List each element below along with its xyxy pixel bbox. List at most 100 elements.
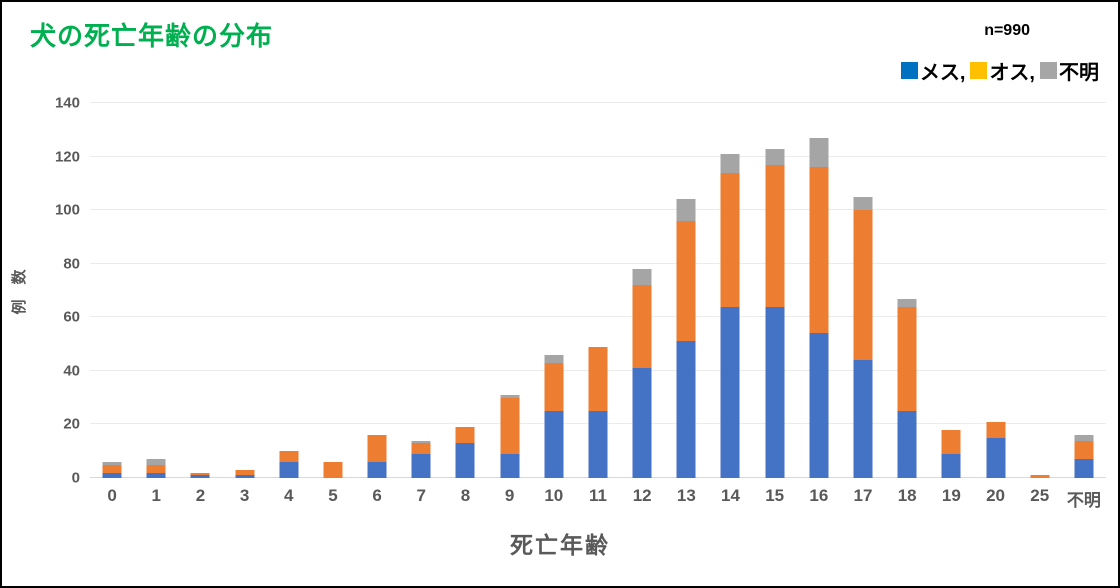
bar-slot: 11 — [576, 103, 620, 505]
bar-segment-unknown — [676, 199, 696, 221]
bar-segment-female — [720, 306, 740, 478]
bar-segment-female — [500, 453, 520, 478]
bar-segment-unknown — [1074, 435, 1094, 441]
legend-swatch-unknown — [1040, 62, 1057, 79]
stacked-bar — [279, 103, 299, 478]
plot-area: 0 1 2 3 4 5 6 7 8 9 10 11 12 13 14 15 16 17 18 19 20 25 不明 — [90, 102, 1106, 510]
stacked-bar — [897, 103, 917, 478]
bar-segment-female — [588, 411, 608, 478]
bar-segment-male — [1030, 475, 1050, 478]
bar-slot: 4 — [267, 103, 311, 505]
stacked-bar — [323, 103, 343, 478]
legend-label-male: オス, — [989, 62, 1035, 84]
bar-segment-female — [102, 472, 122, 478]
bar-slot: 6 — [355, 103, 399, 505]
bar-slot: 0 — [90, 103, 134, 505]
bar-segment-male — [809, 167, 829, 334]
bar-segment-female — [1074, 459, 1094, 478]
x-tick-label: 20 — [986, 486, 1005, 505]
bar-segment-female — [544, 411, 564, 478]
bar-slot: 7 — [399, 103, 443, 505]
bar-slot: 15 — [753, 103, 797, 505]
y-tick-label: 80 — [63, 255, 80, 273]
x-tick-label: 3 — [239, 486, 250, 505]
bar-slot: 12 — [620, 103, 664, 505]
bar-segment-male — [455, 427, 475, 444]
stacked-bar — [1074, 103, 1094, 478]
bar-segment-female — [279, 461, 299, 478]
sample-size-label: n=990 — [984, 22, 1030, 39]
x-tick-label: 5 — [328, 486, 338, 505]
x-tick-label: 17 — [853, 486, 873, 505]
bar-segment-male — [632, 285, 652, 369]
bar-segment-male — [853, 210, 873, 361]
x-tick-label: 1 — [151, 486, 161, 505]
x-tick-label: 13 — [676, 486, 696, 505]
bar-segment-female — [986, 437, 1006, 478]
y-tick-label: 100 — [54, 201, 80, 219]
gridline — [90, 209, 1106, 211]
y-axis-ticks: 0 20 40 60 80 100 120 140 — [42, 96, 80, 486]
x-tick-label: 0 — [107, 486, 117, 505]
bar-segment-male — [411, 443, 431, 454]
stacked-bar — [500, 103, 520, 478]
stacked-bar — [632, 103, 652, 478]
bar-segment-male — [720, 172, 740, 307]
bars-container: 0 1 2 3 4 5 6 7 8 9 10 11 12 13 14 15 16 17 18 19 20 25 不明 — [90, 103, 1106, 510]
stacked-bar — [809, 103, 829, 478]
bar-segment-unknown — [544, 354, 564, 363]
stacked-bar — [235, 103, 255, 478]
legend-label-unknown: 不明 — [1059, 62, 1099, 84]
bar-segment-male — [676, 220, 696, 342]
bar-segment-unknown — [853, 196, 873, 211]
y-tick-label: 40 — [63, 362, 80, 380]
bar-segment-male — [765, 164, 785, 307]
x-tick-label: 15 — [765, 486, 785, 505]
y-tick-label: 60 — [63, 308, 80, 326]
bar-segment-unknown — [102, 461, 122, 465]
x-tick-label: 19 — [941, 486, 961, 505]
bar-segment-female — [411, 453, 431, 478]
stacked-bar — [455, 103, 475, 478]
bar-segment-female — [146, 472, 166, 478]
bar-slot: 18 — [885, 103, 929, 505]
y-tick-label: 140 — [54, 94, 80, 112]
bar-segment-male — [941, 429, 961, 454]
stacked-bar — [102, 103, 122, 478]
bar-segment-unknown — [500, 394, 520, 398]
y-axis-title: 例 数 — [11, 269, 28, 315]
legend: メス, オス, 不明 — [900, 56, 1104, 85]
bar-segment-unknown — [765, 148, 785, 165]
stacked-bar — [588, 103, 608, 478]
bar-slot: 16 — [797, 103, 841, 505]
x-tick-label: 4 — [284, 486, 294, 505]
bar-slot: 1 — [134, 103, 178, 505]
bar-segment-unknown — [720, 153, 740, 173]
bar-segment-female — [941, 453, 961, 478]
x-tick-label: 6 — [372, 486, 382, 505]
stacked-bar — [544, 103, 564, 478]
bar-segment-male — [323, 461, 343, 478]
legend-swatch-male — [970, 62, 988, 79]
bar-segment-male — [544, 362, 564, 412]
bar-slot: 14 — [708, 103, 752, 505]
x-tick-label: 9 — [504, 486, 515, 505]
stacked-bar — [411, 103, 431, 478]
x-axis-title: 死亡年齢 — [510, 532, 610, 558]
bar-segment-male — [500, 397, 520, 454]
y-tick-label: 0 — [71, 469, 80, 487]
bar-segment-unknown — [146, 459, 166, 465]
stacked-bar — [1030, 103, 1050, 478]
bar-segment-unknown — [632, 269, 652, 286]
bar-segment-female — [765, 306, 785, 478]
bar-segment-female — [367, 461, 387, 478]
bar-segment-female — [235, 475, 255, 478]
x-tick-label: 7 — [416, 486, 427, 505]
stacked-bar — [765, 103, 785, 478]
bar-slot: 10 — [532, 103, 576, 505]
bar-slot: 17 — [841, 103, 885, 505]
gridline — [90, 155, 1106, 157]
stacked-bar — [146, 103, 166, 478]
x-tick-label: 10 — [544, 486, 564, 505]
